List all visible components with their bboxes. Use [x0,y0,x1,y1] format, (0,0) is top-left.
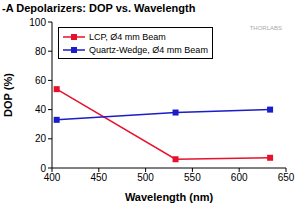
svg-text:400: 400 [44,172,61,183]
svg-text:20: 20 [35,133,47,144]
svg-text:550: 550 [184,172,201,183]
svg-text:450: 450 [90,172,107,183]
html-text:LCP, Ø4 mm Beam: LCP, Ø4 mm Beam [89,31,166,42]
svg-text:600: 600 [231,172,248,183]
svg-text:40: 40 [35,104,47,115]
svg-text:0: 0 [40,163,46,174]
html-text:Quartz-Wedge, Ø4 mm Beam: Quartz-Wedge, Ø4 mm Beam [89,44,208,55]
svg-text:60: 60 [35,75,47,86]
svg-text:80: 80 [35,46,47,57]
html-text:-A Depolarizers: DOP vs. Wavel: -A Depolarizers: DOP vs. Wavelength [2,2,196,14]
html-text:THORLABS: THORLABS [249,25,282,31]
svg-text:650: 650 [278,172,292,183]
svg-text:100: 100 [29,17,46,28]
svg-text:Wavelength (nm): Wavelength (nm) [125,191,214,203]
svg-text:DOP (%): DOP (%) [8,73,14,117]
svg-text:500: 500 [137,172,154,183]
